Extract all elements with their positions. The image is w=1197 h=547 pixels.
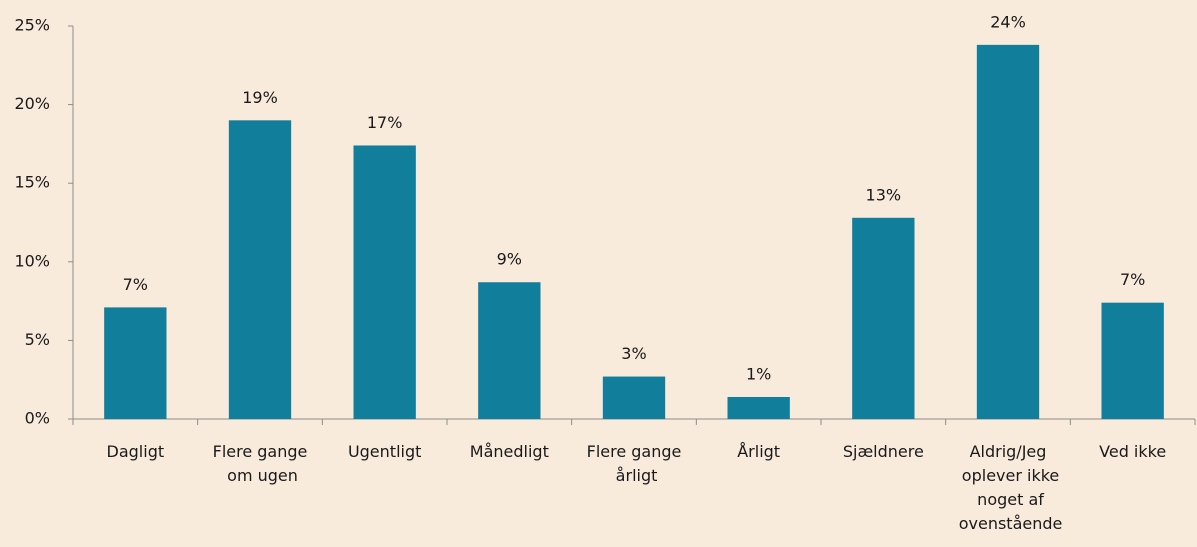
x-tick-label: Årligt <box>737 442 780 461</box>
bar <box>228 120 292 419</box>
x-tick-label: Ved ikke <box>1099 442 1166 461</box>
value-label: 7% <box>123 275 148 294</box>
y-tick-label: 5% <box>25 330 50 349</box>
bar <box>976 44 1040 419</box>
value-label: 1% <box>746 364 771 383</box>
value-label: 24% <box>990 12 1026 31</box>
y-tick-label: 15% <box>14 173 50 192</box>
y-tick-label: 10% <box>14 251 50 270</box>
x-tick-label: Dagligt <box>107 442 165 461</box>
x-tick-label: Flere gange om ugen <box>213 442 308 485</box>
value-label: 3% <box>621 344 646 363</box>
bar <box>852 217 915 419</box>
x-tick-label: Flere gange årligt <box>587 442 682 485</box>
y-tick-label: 0% <box>25 409 50 428</box>
value-label: 7% <box>1120 270 1145 289</box>
x-tick-label: Månedligt <box>470 442 549 461</box>
value-label: 17% <box>367 113 403 132</box>
x-tick-label: Sjældnere <box>843 442 924 461</box>
value-label: 9% <box>497 250 522 269</box>
value-label: 19% <box>242 88 278 107</box>
bar <box>104 307 167 419</box>
value-label: 13% <box>866 185 902 204</box>
y-tick-label: 25% <box>14 16 50 35</box>
bar <box>1101 302 1164 419</box>
y-tick-label: 20% <box>14 94 50 113</box>
bar <box>478 282 541 419</box>
x-tick-label: Aldrig/Jeg oplever ikke noget af ovenstå… <box>954 442 1063 533</box>
bar <box>602 376 666 419</box>
bar <box>353 145 416 420</box>
x-tick-label: Ugentligt <box>348 442 421 461</box>
bar <box>727 396 790 419</box>
